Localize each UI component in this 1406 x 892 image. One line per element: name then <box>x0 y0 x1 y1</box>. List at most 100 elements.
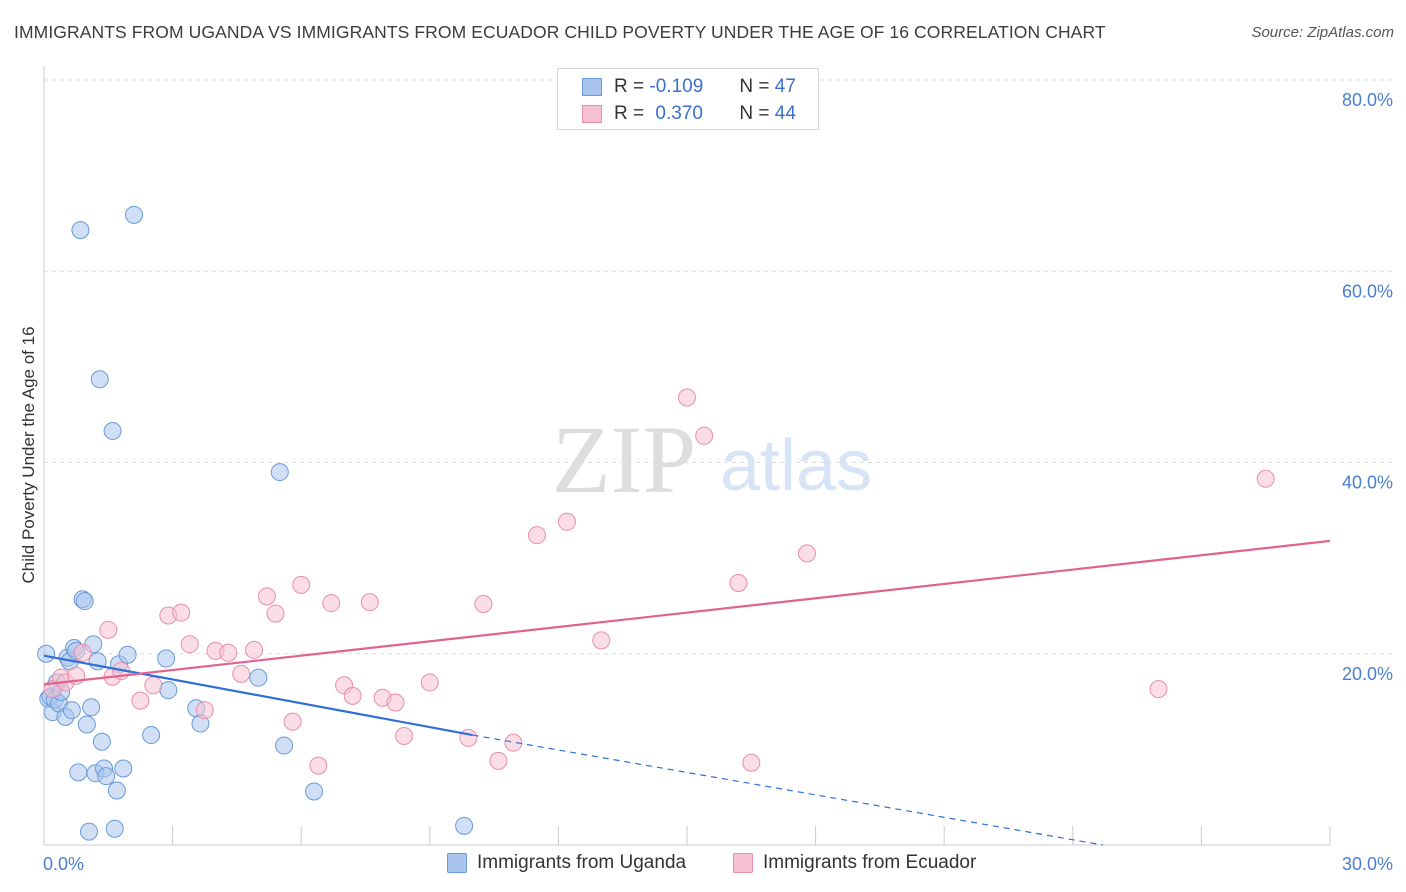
data-point <box>360 593 379 612</box>
data-point <box>114 759 133 778</box>
y-tick-label: 60.0% <box>1342 281 1393 301</box>
stats-r-label: R = <box>614 103 645 124</box>
data-point <box>504 733 523 752</box>
data-point <box>292 575 311 594</box>
data-point <box>459 728 478 747</box>
data-point <box>107 781 126 800</box>
stats-r-label: R = <box>614 76 645 97</box>
stats-swatch-uganda <box>582 78 602 96</box>
data-point <box>322 594 341 613</box>
data-point <box>142 726 161 745</box>
data-point <box>92 732 111 751</box>
data-point <box>729 573 748 592</box>
stats-n-label: N = <box>739 103 770 124</box>
data-point <box>455 816 474 835</box>
data-point <box>144 676 163 695</box>
stats-n-value: 47 <box>774 76 796 97</box>
data-point <box>195 701 214 720</box>
data-point <box>82 698 101 717</box>
trend-line <box>43 539 1331 686</box>
data-point <box>99 620 118 639</box>
data-point <box>1149 680 1168 699</box>
data-point <box>180 635 199 654</box>
data-point <box>695 426 714 445</box>
stats-row-uganda: R = -0.109 N = 47 <box>582 74 796 100</box>
data-point <box>257 587 276 606</box>
x-tick-labels: 0.0% 30.0% <box>43 854 1393 874</box>
data-point <box>157 649 176 668</box>
legend-swatch-uganda <box>447 853 467 873</box>
data-point <box>283 712 302 731</box>
trend-line <box>43 654 473 737</box>
watermark: ZIP atlas <box>552 406 872 513</box>
y-tick-labels: 20.0% 40.0% 60.0% 80.0% <box>1342 90 1393 684</box>
data-point <box>489 751 508 770</box>
data-point <box>37 644 56 663</box>
data-point <box>125 205 144 224</box>
stats-row-ecuador: R = 0.370 N = 44 <box>582 101 796 127</box>
x-tick-label: 30.0% <box>1342 854 1393 874</box>
source-credit: Source: ZipAtlas.com <box>1251 24 1394 41</box>
legend-item-ecuador[interactable]: Immigrants from Ecuador <box>733 852 976 874</box>
stats-n-label: N = <box>739 76 770 97</box>
data-point <box>172 603 191 622</box>
data-point <box>77 715 96 734</box>
y-tick-label: 80.0% <box>1342 90 1393 110</box>
axes <box>43 66 1331 846</box>
stats-swatch-ecuador <box>582 105 602 123</box>
legend-label-uganda: Immigrants from Uganda <box>477 852 687 873</box>
data-point <box>71 221 90 240</box>
data-point <box>219 643 238 662</box>
data-point <box>386 693 405 712</box>
watermark-atlas: atlas <box>720 426 872 506</box>
y-tick-label: 40.0% <box>1342 473 1393 493</box>
series-uganda-points <box>37 205 474 841</box>
legend-label-ecuador: Immigrants from Ecuador <box>763 852 977 873</box>
data-point <box>97 767 116 786</box>
data-point <box>395 726 414 745</box>
data-point <box>159 681 178 700</box>
series-ecuador-points <box>43 388 1275 775</box>
correlation-stats-box: R = -0.109 N = 47 R = 0.370 N = 44 <box>557 68 819 130</box>
legend-swatch-ecuador <box>733 853 753 873</box>
stats-n-value: 44 <box>774 103 796 124</box>
data-point <box>592 631 611 650</box>
data-point <box>266 604 285 623</box>
data-point <box>249 668 268 687</box>
grid-lines <box>44 79 1392 655</box>
data-point <box>73 643 92 662</box>
trend-line-extension <box>472 734 1103 846</box>
data-point <box>309 756 328 775</box>
data-point <box>270 463 289 482</box>
x-tick-label: 0.0% <box>43 854 84 874</box>
data-point <box>305 782 324 801</box>
data-point <box>678 388 696 407</box>
data-point <box>798 544 817 563</box>
y-axis-label: Child Poverty Under the Age of 16 <box>19 326 38 583</box>
data-point <box>90 370 109 389</box>
legend-item-uganda[interactable]: Immigrants from Uganda <box>447 852 686 874</box>
data-point <box>118 645 137 664</box>
data-point <box>232 664 251 683</box>
data-point <box>742 753 761 772</box>
data-point <box>1256 469 1275 488</box>
chart-title: IMMIGRANTS FROM UGANDA VS IMMIGRANTS FRO… <box>14 22 1106 42</box>
data-point <box>275 736 294 755</box>
data-point <box>557 512 576 531</box>
data-point <box>527 526 546 545</box>
watermark-zip: ZIP <box>552 406 696 513</box>
stats-r-value: -0.109 <box>649 76 704 97</box>
data-point <box>343 686 362 705</box>
trend-lines <box>43 539 1331 846</box>
data-point <box>245 640 264 659</box>
data-point <box>62 701 81 720</box>
stats-r-value: 0.370 <box>655 103 703 124</box>
data-point <box>131 691 150 710</box>
data-point <box>80 822 99 841</box>
data-point <box>69 763 88 782</box>
data-point <box>474 595 493 614</box>
data-point <box>420 673 439 692</box>
data-point <box>75 592 94 611</box>
data-point <box>103 421 122 440</box>
